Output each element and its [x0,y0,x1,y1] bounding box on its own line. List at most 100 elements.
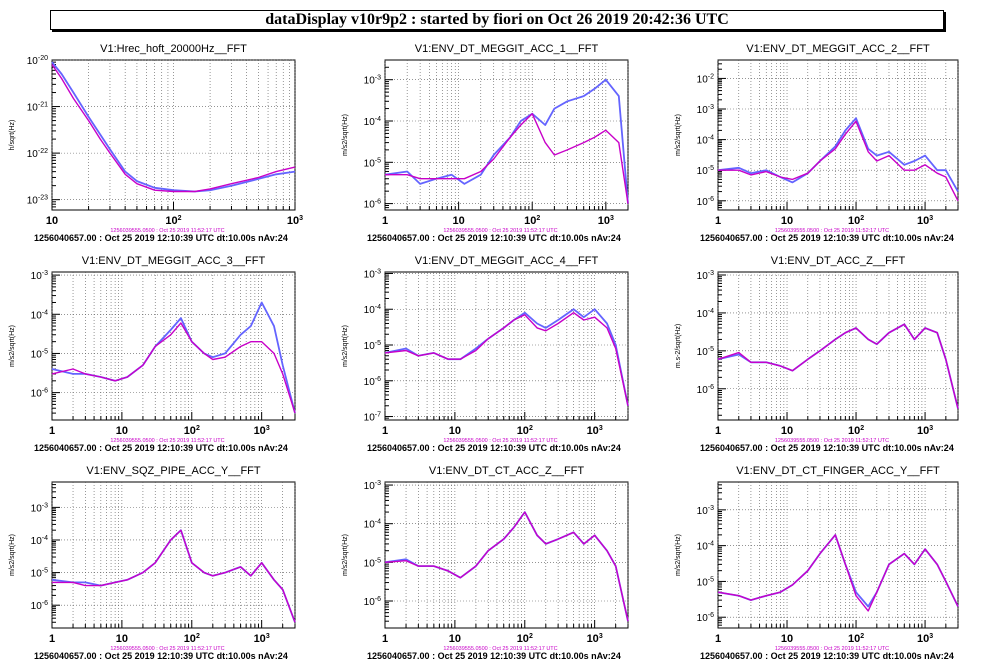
chart-5: V1:ENV_DT_MEGGIT_ACC_4__FFT 1 10 102 103 10-3… [342,255,629,453]
chart-footer: 1256040657.00 : Oct 25 2019 12:10:39 UTC… [34,651,288,661]
y-tick-label: 10-5 [697,346,714,358]
y-tick-label: 10-22 [27,148,48,160]
y-tick-label: 10-4 [697,308,714,320]
x-tick-label: 10 [116,425,128,437]
x-tick-label: 1 [715,425,721,437]
y-tick-label: 10-6 [364,596,381,608]
x-tick-label: 103 [917,633,933,645]
chart-1: V1:Hrec_hoft_20000Hz__FFT 10 102 103 10-20 10… [9,43,303,243]
y-axis-label: h/sqrt(Hz) [9,120,16,151]
x-tick-label: 1 [49,633,55,645]
y-axis-label: m/s2/sqrt(Hz) [342,534,349,576]
chart-title: V1:ENV_DT_MEGGIT_ACC_1__FFT [415,43,599,55]
x-tick-label: 10 [781,425,793,437]
y-tick-label: 10-5 [31,568,48,580]
y-tick-label: 10-3 [697,505,714,517]
x-tick-label: 102 [184,633,200,645]
y-tick-label: 10-3 [697,104,714,116]
y-tick-label: 10-4 [697,541,714,553]
y-tick-label: 10-5 [697,165,714,177]
chart-2: V1:ENV_DT_MEGGIT_ACC_1__FFT 1 10 102 103 10-3… [342,43,629,243]
y-tick-label: 10-3 [697,270,714,282]
chart-title: V1:ENV_DT_CT_ACC_Z__FFT [429,465,585,477]
chart-7: V1:ENV_SQZ_PIPE_ACC_Y__FFT 1 10 102 103 10-3 1… [9,465,296,661]
x-tick-label: 102 [524,215,540,227]
y-tick-label: 10-21 [27,102,48,114]
x-tick-label: 103 [587,425,603,437]
series-reference-line [717,534,959,612]
y-tick-label: 10-6 [31,388,48,400]
y-axis-label: m/s2/sqrt(Hz) [342,325,349,367]
y-tick-label: 10-5 [31,348,48,360]
x-tick-label: 1 [715,215,721,227]
reference-timestamp: 1256039555.0500 : Oct 25 2019 11:52:17 U… [110,646,224,652]
series-reference-line [384,312,629,406]
y-tick-label: 10-3 [364,268,381,280]
chart-title: V1:ENV_DT_ACC_Z__FFT [771,255,906,267]
x-tick-label: 102 [184,425,200,437]
x-tick-label: 10 [452,215,464,227]
x-tick-label: 1 [382,215,388,227]
x-tick-label: 103 [287,215,303,227]
series-reference-line [718,120,959,202]
y-tick-label: 10-4 [697,135,714,147]
series-reference-line [384,511,629,622]
y-tick-label: 10-20 [27,55,48,67]
y-tick-label: 10-3 [364,480,381,492]
y-tick-label: 10-3 [31,502,48,514]
y-tick-label: 10-6 [31,600,48,612]
y-axis-label: m/s2/sqrt(Hz) [9,534,16,576]
plot-frame [384,481,629,629]
y-tick-label: 10-7 [364,412,381,424]
series-current-line [717,117,959,193]
x-tick-label: 10 [116,633,128,645]
chart-title: V1:ENV_DT_MEGGIT_ACC_3__FFT [82,255,266,267]
chart-title: V1:ENV_SQZ_PIPE_ACC_Y__FFT [86,465,261,477]
y-tick-label: 10-5 [364,157,381,169]
x-tick-label: 103 [917,215,933,227]
series-reference-line [51,322,296,414]
page-title: dataDisplay v10r9p2 : started by fiori o… [50,10,944,30]
chart-footer: 1256040657.00 : Oct 25 2019 12:10:39 UTC… [367,443,621,453]
x-tick-label: 102 [517,633,533,645]
plot-frame [717,59,959,211]
chart-title: V1:ENV_DT_MEGGIT_ACC_4__FFT [415,255,599,267]
y-axis-label: m/s2/sqrt(Hz) [675,534,682,576]
y-tick-label: 10-4 [364,116,381,128]
reference-timestamp: 1256039555.0500 : Oct 25 2019 11:52:17 U… [775,228,889,234]
plot-frame [717,271,959,421]
chart-4: V1:ENV_DT_MEGGIT_ACC_3__FFT 1 10 102 103 10-3… [9,255,296,453]
y-tick-label: 10-6 [697,612,714,624]
x-tick-label: 10 [781,215,793,227]
x-tick-label: 102 [848,215,864,227]
y-tick-label: 10-5 [697,576,714,588]
chart-title: V1:Hrec_hoft_20000Hz__FFT [100,43,247,55]
plot-frame [384,59,629,211]
chart-8: V1:ENV_DT_CT_ACC_Z__FFT 1 10 102 103 10-3 10-4… [342,465,629,661]
y-tick-label: 10-4 [31,535,48,547]
x-tick-label: 103 [254,633,270,645]
y-tick-label: 10-5 [364,557,381,569]
y-tick-label: 10-4 [364,519,381,531]
y-tick-label: 10-4 [31,309,48,321]
x-tick-label: 1 [382,425,388,437]
x-tick-label: 1 [715,633,721,645]
x-tick-label: 102 [517,425,533,437]
x-tick-label: 102 [165,215,181,227]
x-tick-label: 102 [848,425,864,437]
y-tick-label: 10-23 [27,195,48,207]
y-tick-label: 10-2 [697,73,714,85]
y-axis-label: m/s2/sqrt(Hz) [675,114,682,156]
chart-footer: 1256040657.00 : Oct 25 2019 12:10:39 UTC… [34,233,288,243]
x-tick-label: 103 [917,425,933,437]
y-axis-label: m/s2/sqrt(Hz) [342,114,349,156]
series-reference-line [52,529,296,623]
y-tick-label: 10-6 [364,376,381,388]
y-tick-label: 10-3 [31,270,48,282]
chart-9: V1:ENV_DT_CT_FINGER_ACC_Y__FFT 1 10 102 103 1… [675,465,959,661]
series-current-line [51,61,296,193]
x-tick-label: 103 [587,633,603,645]
x-tick-label: 10 [449,633,461,645]
series-reference-line [385,112,629,204]
